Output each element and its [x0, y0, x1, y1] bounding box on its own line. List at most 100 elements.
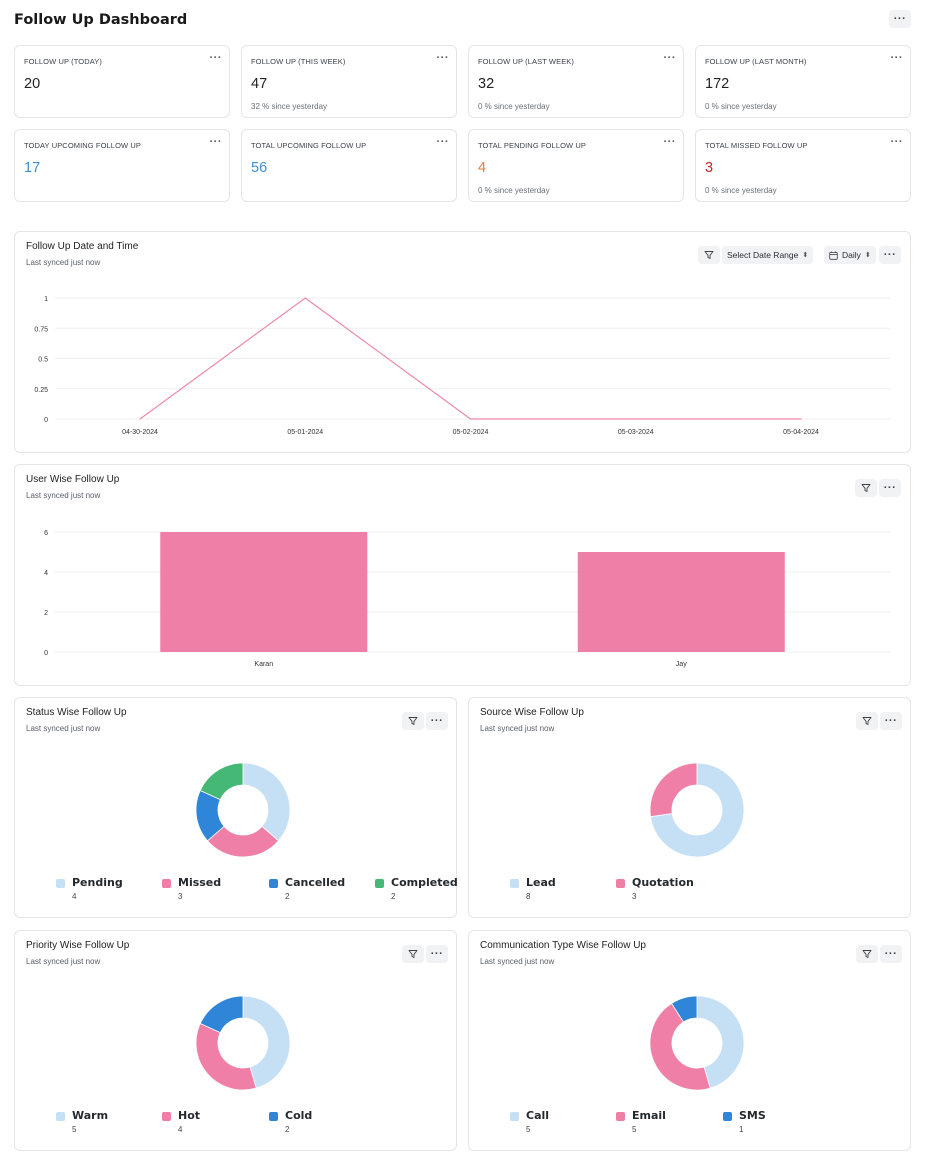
stat-value: 20 [24, 76, 41, 92]
more-icon[interactable]: ··· [436, 136, 449, 148]
legend-label: SMS [739, 1109, 766, 1122]
legend-swatch [510, 879, 519, 888]
communication-wise-chart-panel: Communication Type Wise Follow Up Last sy… [468, 930, 911, 1151]
legend-swatch [510, 1112, 519, 1121]
more-icon[interactable]: ··· [663, 136, 676, 148]
filter-icon [861, 484, 871, 492]
panel-title: Status Wise Follow Up [26, 707, 127, 718]
filter-button[interactable] [856, 712, 878, 730]
legend-value: 2 [285, 892, 290, 901]
filter-icon [704, 251, 714, 259]
page-title: Follow Up Dashboard [14, 12, 188, 28]
filter-button[interactable] [402, 712, 424, 730]
line-point [304, 297, 306, 299]
more-icon[interactable]: ··· [663, 52, 676, 64]
up-down-caret-icon: ⬍ [864, 252, 871, 259]
line-point [469, 418, 472, 420]
legend-label: Cancelled [285, 876, 346, 889]
line-point [800, 418, 802, 420]
donut-slice[interactable] [242, 762, 291, 842]
donut-slice[interactable] [671, 995, 698, 1023]
bar-chart: 0 2 4 6 Karan Jay [44, 530, 890, 668]
more-icon[interactable]: ··· [209, 136, 222, 148]
legend-label: Warm [72, 1109, 109, 1122]
legend-value: 3 [178, 892, 183, 901]
legend-swatch [162, 879, 171, 888]
legend-swatch [269, 879, 278, 888]
donut-slice[interactable] [242, 995, 291, 1089]
donut-slice[interactable] [696, 995, 745, 1089]
y-tick-label: 2 [44, 610, 48, 617]
legend-swatch [162, 1112, 171, 1121]
donut-slice[interactable] [650, 762, 745, 858]
more-icon[interactable]: ··· [209, 52, 222, 64]
donut-slice[interactable] [649, 1002, 711, 1091]
legend-value: 5 [632, 1125, 637, 1134]
panel-more-button[interactable]: ··· [879, 479, 901, 497]
stat-label: TOTAL MISSED FOLLOW UP [705, 141, 808, 150]
donut-slice[interactable] [199, 995, 244, 1034]
dashboard-more-button[interactable]: ··· [889, 10, 911, 28]
bar[interactable] [160, 532, 368, 652]
more-icon: ··· [883, 248, 897, 261]
filter-icon [862, 950, 872, 958]
panel-more-button[interactable]: ··· [880, 945, 902, 963]
stat-label: TODAY UPCOMING FOLLOW UP [24, 141, 141, 150]
bar[interactable] [577, 552, 785, 652]
y-tick-label: 4 [44, 570, 48, 577]
legend-value: 4 [178, 1125, 183, 1134]
period-select[interactable]: Daily ⬍ [824, 246, 876, 264]
stat-value: 4 [478, 160, 487, 176]
x-tick-label: Karan [254, 661, 273, 668]
priority-wise-chart-panel: Priority Wise Follow Up Last synced just … [14, 930, 457, 1151]
panel-more-button[interactable]: ··· [879, 246, 901, 264]
stat-label: FOLLOW UP (TODAY) [24, 57, 102, 66]
more-icon[interactable]: ··· [890, 136, 903, 148]
legend-value: 2 [285, 1125, 290, 1134]
x-tick-label: Jay [676, 661, 687, 668]
line-point [139, 418, 141, 420]
more-icon: ··· [883, 481, 897, 494]
stat-value: 3 [705, 160, 714, 176]
more-icon[interactable]: ··· [890, 52, 903, 64]
filter-button[interactable] [402, 945, 424, 963]
calendar-icon [829, 250, 838, 260]
filter-button[interactable] [856, 945, 878, 963]
legend-value: 5 [526, 1125, 531, 1134]
legend-swatch [56, 879, 65, 888]
legend-value: 4 [72, 892, 77, 901]
y-tick-label: 1 [44, 296, 48, 303]
y-tick-label: 0 [44, 417, 48, 424]
donut-slice[interactable] [199, 762, 244, 801]
more-icon[interactable]: ··· [436, 52, 449, 64]
panel-synced-text: Last synced just now [26, 724, 101, 733]
line-point [635, 418, 637, 420]
legend-value: 3 [632, 892, 637, 901]
donut-slice[interactable] [649, 762, 698, 818]
filter-icon [408, 950, 418, 958]
stat-card: TOTAL MISSED FOLLOW UP ··· 3 0 % since yest… [695, 129, 911, 202]
panel-more-button[interactable]: ··· [426, 945, 448, 963]
filter-button[interactable] [855, 479, 877, 497]
period-label: Daily [842, 250, 861, 260]
legend-label: Lead [526, 876, 556, 889]
stat-card: TODAY UPCOMING FOLLOW UP ··· 17 [14, 129, 230, 202]
filter-button[interactable] [698, 246, 720, 264]
panel-title: Follow Up Date and Time [26, 241, 139, 252]
legend-swatch [723, 1112, 732, 1121]
stat-value: 172 [705, 76, 730, 92]
legend-label: Cold [285, 1109, 313, 1122]
up-down-caret-icon: ⬍ [802, 252, 809, 259]
page-header: Follow Up Dashboard ··· [14, 10, 911, 32]
stat-card: FOLLOW UP (LAST WEEK) ··· 32 0 % since yest… [468, 45, 684, 118]
x-tick-label: 05-01-2024 [287, 429, 323, 436]
stat-change: 0 % since yesterday [478, 102, 550, 111]
stat-value: 47 [251, 76, 268, 92]
stat-card: FOLLOW UP (THIS WEEK) ··· 47 32 % since yes… [241, 45, 457, 118]
date-range-select[interactable]: Select Date Range ⬍ [722, 246, 814, 264]
panel-more-button[interactable]: ··· [880, 712, 902, 730]
donut-slice[interactable] [195, 1022, 257, 1091]
panel-synced-text: Last synced just now [480, 957, 555, 966]
panel-more-button[interactable]: ··· [426, 712, 448, 730]
legend-label: Pending [72, 876, 123, 889]
